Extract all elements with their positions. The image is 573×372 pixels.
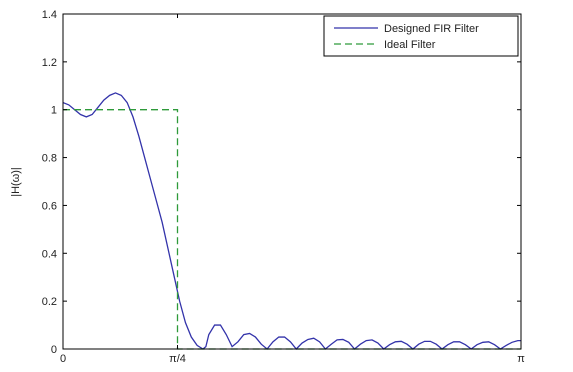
y-tick-label: 0.2	[42, 296, 57, 308]
legend-label-2: Ideal Filter	[384, 39, 436, 51]
plot-frame	[62, 13, 522, 350]
y-tick-label: 0.6	[42, 200, 57, 212]
series-line-1	[62, 92, 521, 350]
legend-label-1: Designed FIR Filter	[384, 23, 479, 35]
series-line-2	[63, 109, 521, 350]
y-tick-label: 1.4	[42, 9, 57, 21]
y-tick-label: 0.4	[42, 248, 57, 260]
x-tick-label: 0	[60, 353, 66, 365]
y-tick-label: 1.2	[42, 57, 57, 69]
chart-marks	[62, 92, 521, 350]
y-tick-label: 1	[51, 105, 57, 117]
y-axis-label: |H(ω)|	[10, 167, 22, 197]
y-tick-label: 0	[51, 344, 57, 356]
axis-ticks: 0 0.2 0.4 0.6 0.8 1 1.2 1.4 0 π/4 π	[42, 9, 526, 365]
legend: Designed FIR Filter Ideal Filter	[323, 15, 519, 57]
legend-box	[323, 15, 519, 57]
y-tick-label: 0.8	[42, 153, 57, 165]
x-tick-label: π	[517, 353, 525, 365]
plot-area	[63, 14, 521, 349]
x-tick-label: π/4	[169, 353, 186, 365]
